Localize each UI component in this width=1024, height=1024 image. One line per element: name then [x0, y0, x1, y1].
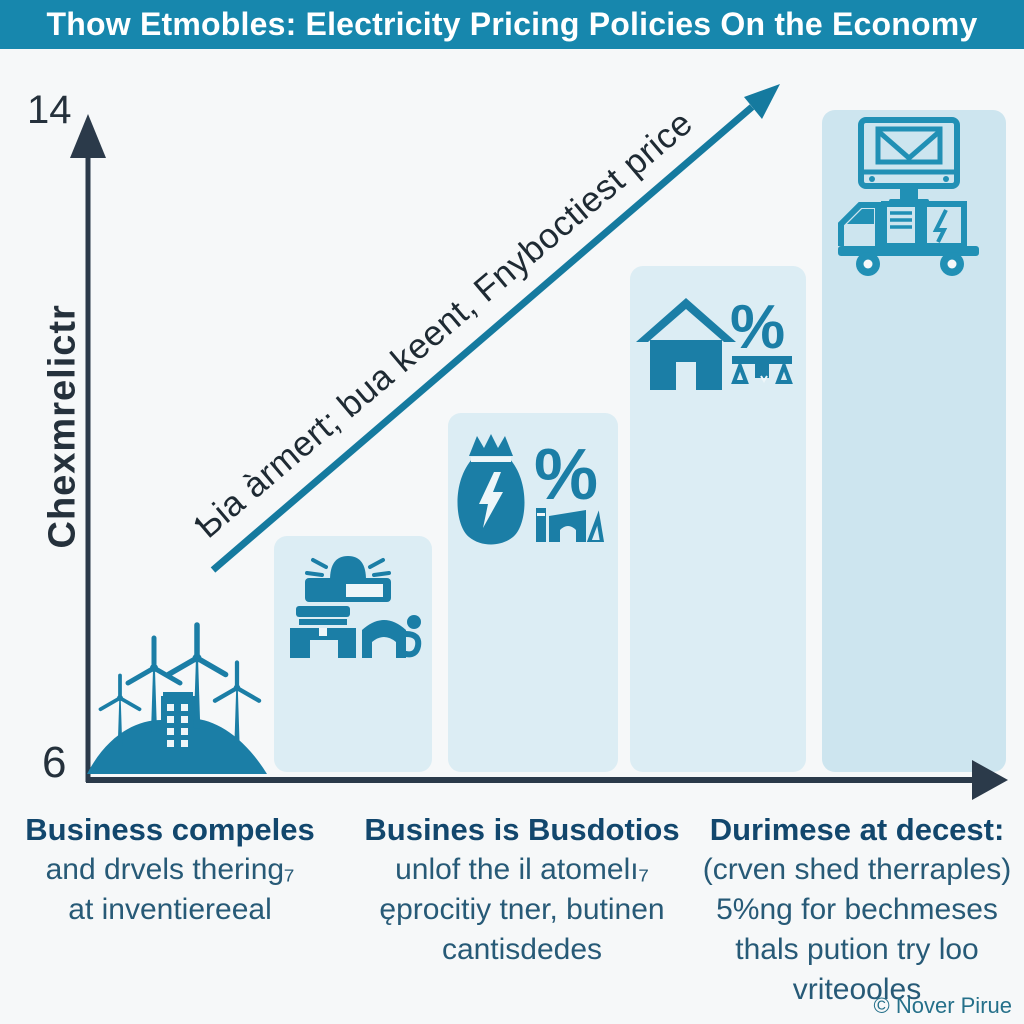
caption-line: vriteooles	[792, 973, 922, 1006]
shop-building-icon	[290, 606, 356, 658]
caption-line: ęprocitiy tner, butinen	[379, 893, 665, 926]
caption-heading: Busines is Busdotios	[364, 812, 680, 847]
caption-line: at inventiereeal	[68, 893, 272, 926]
scales-icon	[731, 356, 793, 384]
trend-annotation: Ƅia àrmert; bua keent, Fnyboctiest price	[188, 103, 700, 546]
caption-line: (crven shed therraples)	[702, 853, 1012, 886]
monitor-mail-truck-icon	[838, 117, 979, 276]
percent-icon: %	[730, 293, 786, 362]
caption-heading: Durimese at decest:	[709, 812, 1005, 847]
y-axis-top-tick: 14	[27, 88, 72, 132]
caption-column-2: Busines is Busdotios unlof the il atomel…	[352, 810, 692, 970]
y-axis-label: Chexmrelictr	[41, 304, 84, 549]
industrial-bridge-icon	[536, 508, 605, 542]
house-icon	[636, 298, 736, 390]
caption-column-3: Durimese at decest: (crven shed therrapl…	[692, 810, 1022, 1010]
siren-alert-icon	[305, 556, 391, 602]
credit-text: © Nover Pirue	[873, 993, 1012, 1018]
caption-heading: Business compeles	[25, 812, 315, 847]
caption-line: cantisdedes	[441, 933, 603, 966]
caption-line: 5%ng for bechmeses	[716, 893, 998, 926]
caption-line: and drvels thering₇	[45, 853, 295, 886]
y-axis-bottom-tick: 6	[42, 738, 67, 787]
page-title: Thow Etmobles: Electricity Pricing Polic…	[46, 6, 978, 42]
caption-line: unlof the il atomelı₇	[395, 853, 649, 886]
caption-line: thals pution try loo	[735, 933, 979, 966]
arch-building-person-icon	[362, 615, 422, 658]
percent-icon: %	[534, 435, 599, 515]
header-band: Thow Etmobles: Electricity Pricing Polic…	[0, 0, 1024, 49]
wind-farm-city-icon	[87, 606, 267, 774]
money-bag-lightning-icon	[457, 434, 525, 545]
caption-column-1: Business compeles and drvels thering₇ at…	[15, 810, 325, 930]
